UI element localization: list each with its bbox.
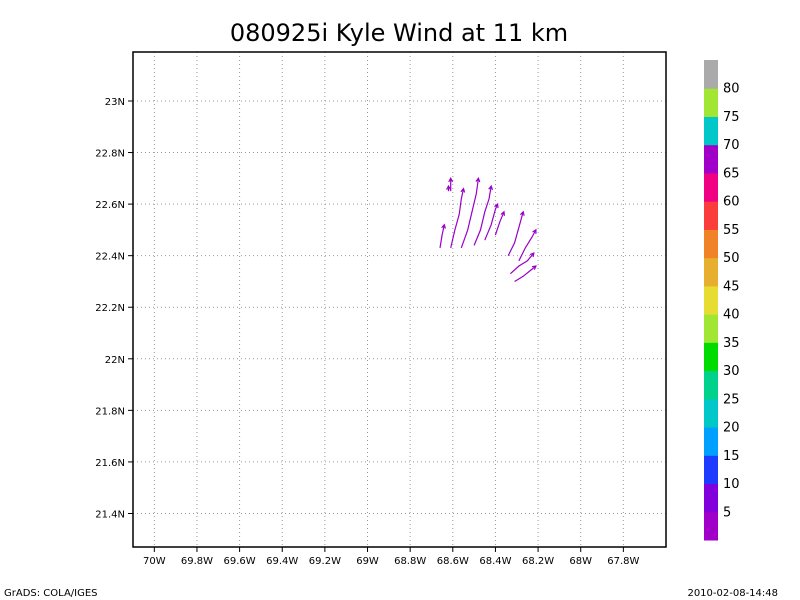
x-tick-label: 69.4W <box>266 556 298 567</box>
y-tick-label: 22.6N <box>95 200 125 211</box>
colorbar-label: 15 <box>723 449 740 464</box>
y-tick-label: 23N <box>105 97 125 108</box>
wind-streak <box>494 211 505 236</box>
wind-streak <box>509 252 535 275</box>
wind-streak <box>450 188 465 249</box>
colorbar-label: 50 <box>723 251 740 266</box>
wind-arrowhead <box>500 210 505 216</box>
wind-arrowhead <box>441 223 446 229</box>
plot-frame <box>132 51 667 548</box>
chart-title: 080925i Kyle Wind at 11 km <box>230 19 568 47</box>
colorbar-label: 55 <box>723 223 740 238</box>
colorbar-label: 5 <box>723 505 731 520</box>
x-tick-label: 68W <box>569 556 592 567</box>
wind-arrowhead <box>488 184 494 190</box>
colorbar-label: 40 <box>723 308 740 323</box>
wind-arrowhead <box>460 187 466 193</box>
wind-streak <box>484 203 499 241</box>
y-tick-label: 21.4N <box>95 509 125 520</box>
colorbar-bin <box>704 427 718 456</box>
x-tick-label: 67.8W <box>607 556 639 567</box>
wind-streak <box>439 224 445 248</box>
colorbar-bin <box>704 342 718 372</box>
colorbar-bin <box>704 116 718 146</box>
footer-right: 2010-02-08-14:48 <box>687 588 778 599</box>
y-tick-label: 22N <box>105 355 125 366</box>
colorbar-label: 25 <box>723 392 740 407</box>
colorbar-label: 70 <box>723 138 740 153</box>
x-tick-label: 69.6W <box>224 556 256 567</box>
colorbar-bin <box>704 229 718 259</box>
colorbar-label: 60 <box>723 195 740 210</box>
colorbar-bin <box>704 201 718 230</box>
colorbar-bin <box>704 314 718 343</box>
x-tick-label: 68.2W <box>522 556 554 567</box>
colorbar-label: 45 <box>723 279 740 294</box>
wind-streak <box>507 211 524 256</box>
footer-left: GrADS: COLA/IGES <box>4 588 98 599</box>
colorbar-bin <box>704 455 718 485</box>
colorbar-label: 35 <box>723 336 740 351</box>
colorbar-bin <box>704 285 718 315</box>
x-tick-label: 70W <box>143 556 166 567</box>
x-tick-label: 69.8W <box>181 556 213 567</box>
wind-arrowhead <box>532 228 537 234</box>
wind-arrowhead <box>446 184 452 190</box>
colorbar-label: 65 <box>723 166 740 181</box>
x-tick-label: 69.2W <box>309 556 341 567</box>
x-tick-label: 68.6W <box>437 556 469 567</box>
wind-arrowhead <box>529 252 535 258</box>
colorbar-bin <box>704 398 718 428</box>
colorbar-bin <box>704 60 718 89</box>
wind-arrowhead <box>494 202 499 209</box>
x-tick-label: 68.8W <box>394 556 426 567</box>
wind-streak <box>460 178 479 249</box>
wind-streak <box>473 185 492 246</box>
y-axis: 21.4N 21.6N 21.8N 22N 22.2N 22.4N 22.6N 22.8N 23… <box>95 97 133 520</box>
wind-arrowhead <box>448 177 454 183</box>
y-tick-label: 22.4N <box>95 252 125 263</box>
colorbar-label: 20 <box>723 421 740 436</box>
colorbar-bin <box>704 483 718 513</box>
colorbar-label: 75 <box>723 110 740 125</box>
colorbar-bin <box>704 257 718 287</box>
colorbar-label: 30 <box>723 364 740 379</box>
wind-streak <box>518 229 537 262</box>
wind-arrowhead <box>475 177 481 183</box>
y-tick-label: 22.2N <box>95 303 125 314</box>
colorbar: 5 10 15 20 25 30 35 40 45 50 55 60 65 70 75 80 <box>704 60 740 541</box>
colorbar-label: 80 <box>723 82 740 97</box>
wind-arrowhead <box>519 210 525 216</box>
wind-streak <box>514 265 537 283</box>
x-tick-label: 68.4W <box>479 556 511 567</box>
colorbar-label: 10 <box>723 477 740 492</box>
colorbar-bin <box>704 172 718 202</box>
x-tick-label: 69W <box>356 556 379 567</box>
wind-vectors <box>439 177 537 283</box>
colorbar-bin <box>704 144 718 174</box>
colorbar-bin <box>704 370 718 400</box>
y-tick-label: 21.6N <box>95 458 125 469</box>
y-tick-label: 22.8N <box>95 149 125 160</box>
colorbar-bin <box>704 88 718 117</box>
y-tick-label: 21.8N <box>95 406 125 417</box>
wind-arrowhead <box>531 265 537 270</box>
grid-lines <box>133 52 666 547</box>
colorbar-bin <box>704 511 718 541</box>
x-axis: 70W 69.8W 69.6W 69.4W 69.2W 69W 68.8W 68.6W 68.4… <box>143 547 640 567</box>
